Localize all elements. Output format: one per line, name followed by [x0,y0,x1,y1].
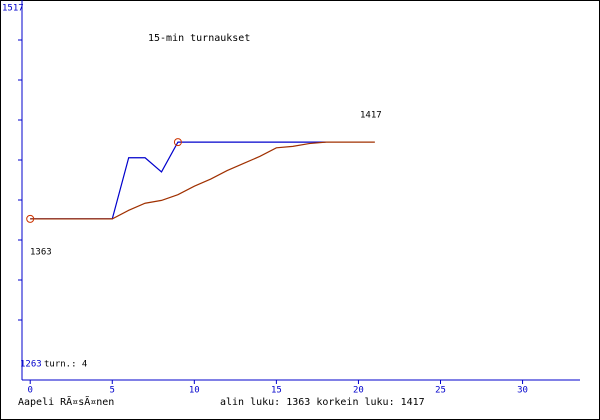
y-min-label: 1263 [20,360,42,370]
games-label: turn.: 4 [44,360,87,370]
x-tick-label: 5 [110,386,115,396]
marker [26,214,35,223]
line [30,141,375,220]
x-tick-label: 15 [271,386,282,396]
footer-left: Aapeli RÃ¤sÃ¤nen [18,395,114,408]
x-tick-label: 10 [189,386,200,396]
marker [173,138,182,147]
y-axis-ticks [18,39,22,321]
y-max-label: 1517 [2,4,24,14]
annotation: 1417 [360,111,382,121]
x-tick-label: 25 [435,386,446,396]
footer-right: alin luku: 1363 korkein luku: 1417 [220,397,425,408]
x-tick-label: 20 [353,386,364,396]
x-tick-label: 0 [27,386,32,396]
chart-title: 15-min turnaukset [148,33,250,44]
annotation: 1363 [30,248,52,258]
x-tick-label: 30 [517,386,528,396]
